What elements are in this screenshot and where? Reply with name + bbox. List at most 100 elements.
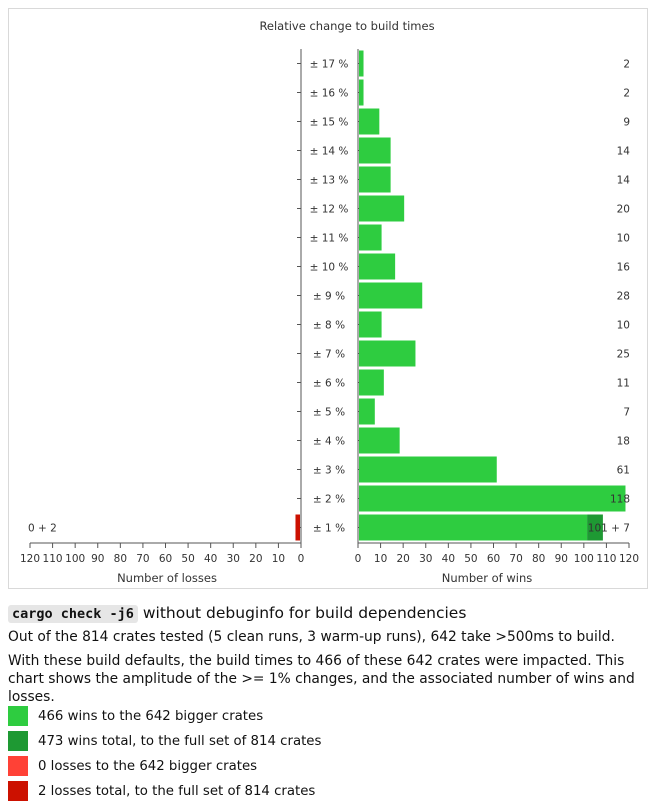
win-data-label: 20: [617, 204, 630, 216]
losses-tick-label: 50: [181, 553, 194, 565]
legend-item-wins-bigger: 466 wins to the 642 bigger crates: [8, 706, 321, 726]
wins-tick-label: 90: [555, 553, 568, 565]
wins-tick-label: 40: [442, 553, 455, 565]
win-bar: [359, 427, 400, 454]
legend-item-wins-total: 473 wins total, to the full set of 814 c…: [8, 731, 321, 751]
win-data-label: 118: [610, 494, 630, 506]
loss-bar-extra: [295, 514, 300, 541]
win-bar: [359, 282, 423, 309]
legend-swatch: [8, 706, 28, 726]
chart-title: Relative change to build times: [259, 19, 434, 33]
category-label: ± 7 %: [313, 349, 345, 361]
category-label: ± 11 %: [310, 233, 349, 245]
category-label: ± 17 %: [310, 59, 349, 71]
losses-tick-label: 40: [204, 553, 217, 565]
chart-container: Relative change to build times ± 17 % 2 ± …: [8, 8, 648, 589]
losses-tick-label: 80: [114, 553, 127, 565]
win-bar: [359, 108, 380, 135]
category-label: ± 3 %: [313, 465, 345, 477]
wins-tick-label: 50: [464, 553, 477, 565]
wins-tick-label: 120: [619, 553, 639, 565]
legend-label: 2 losses total, to the full set of 814 c…: [38, 783, 316, 799]
wins-tick-label: 80: [532, 553, 545, 565]
loss-data-label: 0 + 2: [28, 523, 57, 535]
wins-axis-label: Number of wins: [442, 571, 532, 585]
wins-tick-label: 100: [574, 553, 594, 565]
losses-tick-label: 30: [227, 553, 240, 565]
win-data-label: 11: [617, 378, 630, 390]
win-bar: [359, 79, 364, 106]
category-label: ± 9 %: [313, 291, 345, 303]
wins-tick-label: 20: [396, 553, 409, 565]
win-bar: [359, 166, 391, 193]
win-data-label: 28: [617, 291, 630, 303]
wins-tick-label: 10: [374, 553, 387, 565]
win-data-label: 14: [617, 146, 631, 158]
losses-tick-label: 0: [298, 553, 305, 565]
butterfly-bar-chart: Relative change to build times ± 17 % 2 ± …: [20, 19, 639, 585]
category-label: ± 4 %: [313, 436, 345, 448]
win-data-label: 2: [623, 59, 630, 71]
win-data-label: 10: [617, 320, 630, 332]
wins-tick-label: 0: [355, 553, 362, 565]
command-code: cargo check -j6: [8, 605, 138, 623]
legend-label: 473 wins total, to the full set of 814 c…: [38, 733, 322, 749]
chart-description: cargo check -j6 without debuginfo for bu…: [8, 604, 652, 712]
win-bar: [359, 340, 416, 367]
category-label: ± 5 %: [313, 407, 345, 419]
losses-tick-label: 110: [43, 553, 63, 565]
win-bar: [359, 456, 497, 483]
command-suffix: without debuginfo for build dependencies: [137, 604, 467, 622]
win-data-label: 7: [623, 407, 630, 419]
win-data-label: 18: [617, 436, 630, 448]
losses-tick-label: 70: [136, 553, 149, 565]
win-bar: [359, 369, 384, 396]
win-bar: [359, 224, 382, 251]
command-heading: cargo check -j6 without debuginfo for bu…: [8, 604, 652, 623]
win-bar: [359, 311, 382, 338]
wins-tick-label: 110: [596, 553, 616, 565]
category-label: ± 2 %: [313, 494, 345, 506]
category-label: ± 8 %: [313, 320, 345, 332]
category-label: ± 14 %: [310, 146, 349, 158]
legend-swatch: [8, 756, 28, 776]
win-bar: [359, 514, 588, 541]
losses-tick-label: 10: [272, 553, 285, 565]
description-paragraph-2: With these build defaults, the build tim…: [8, 653, 635, 705]
category-label: ± 16 %: [310, 88, 349, 100]
category-label: ± 6 %: [313, 378, 345, 390]
win-data-label: 16: [617, 262, 631, 274]
losses-tick-label: 20: [249, 553, 262, 565]
win-bar: [359, 195, 405, 222]
losses-tick-label: 100: [65, 553, 85, 565]
legend-item-losses-total: 2 losses total, to the full set of 814 c…: [8, 781, 321, 801]
description-paragraph-1: Out of the 814 crates tested (5 clean ru…: [8, 629, 615, 645]
losses-axis-label: Number of losses: [117, 571, 217, 585]
category-label: ± 10 %: [310, 262, 349, 274]
wins-tick-label: 30: [419, 553, 432, 565]
win-data-label: 25: [617, 349, 630, 361]
win-data-label: 9: [623, 117, 630, 129]
legend: 466 wins to the 642 bigger crates 473 wi…: [8, 706, 321, 806]
win-bar-extra: [587, 514, 603, 541]
losses-tick-label: 60: [159, 553, 172, 565]
category-label: ± 12 %: [310, 204, 349, 216]
win-bar: [359, 485, 626, 512]
legend-swatch: [8, 731, 28, 751]
losses-tick-label: 120: [20, 553, 40, 565]
win-bar: [359, 50, 364, 77]
win-data-label: 10: [617, 233, 630, 245]
category-label: ± 15 %: [310, 117, 349, 129]
win-data-label: 2: [623, 88, 630, 100]
win-bar: [359, 253, 396, 280]
win-data-label: 14: [617, 175, 631, 187]
legend-swatch: [8, 781, 28, 801]
win-bar: [359, 137, 391, 164]
wins-tick-label: 60: [487, 553, 500, 565]
category-label: ± 13 %: [310, 175, 349, 187]
legend-label: 466 wins to the 642 bigger crates: [38, 708, 264, 724]
win-data-label: 101 + 7: [588, 523, 630, 535]
category-label: ± 1 %: [313, 523, 345, 535]
wins-tick-label: 70: [509, 553, 522, 565]
win-bar: [359, 398, 375, 425]
